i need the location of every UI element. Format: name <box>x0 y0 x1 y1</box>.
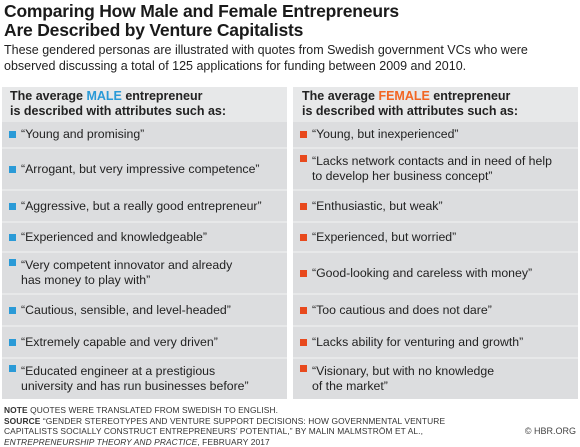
comparison-columns: The average MALE entrepreneur is describ… <box>2 87 578 399</box>
male-attribute-text: “Young and promising” <box>21 127 145 141</box>
female-bullet-square-icon <box>300 306 307 314</box>
male-attribute-text: “Very competent innovator and already ha… <box>21 258 233 287</box>
female-attribute-text: “Too cautious and does not dare” <box>312 302 492 317</box>
male-bullet-square-icon <box>9 258 16 266</box>
male-heading-pre: The average <box>10 89 87 103</box>
male-column: The average MALE entrepreneur is describ… <box>2 87 287 399</box>
female-bullet-square-icon <box>300 233 307 241</box>
male-attribute-text: “Arrogant, but very impressive competenc… <box>21 161 260 176</box>
source-journal: ENTREPRENEURSHIP THEORY AND PRACTICE <box>4 436 198 447</box>
female-attribute-row: “Enthusiastic, but weak” <box>293 191 578 221</box>
female-heading-pre: The average <box>302 89 379 103</box>
female-attribute-text: “Good-looking and careless with money” <box>312 265 533 280</box>
male-heading-accent: MALE <box>86 89 122 103</box>
male-attribute-row: “Young and promising” <box>2 122 287 147</box>
male-bullet-square-icon <box>9 202 16 210</box>
male-column-heading: The average MALE entrepreneur is describ… <box>2 89 287 119</box>
male-attribute-list: “Young and promising” “Arrogant, but very… <box>2 122 287 401</box>
female-attribute-row: “Experienced, but worried” <box>293 223 578 251</box>
male-attribute-text: “Educated engineer at a prestigious univ… <box>21 364 249 393</box>
female-bullet-square-icon <box>300 131 307 138</box>
male-heading-post: entrepreneur <box>121 89 203 103</box>
female-attribute-text: “Experienced, but worried” <box>312 229 457 244</box>
subtitle: These gendered personas are illustrated … <box>4 42 576 74</box>
male-attribute-text: “Extremely capable and very driven” <box>21 334 218 349</box>
subtitle-line-2: observed discussing a total of 125 appli… <box>4 59 467 73</box>
page-title: Comparing How Male and Female Entreprene… <box>4 2 564 40</box>
male-bullet-square-icon <box>9 306 16 314</box>
female-attribute-text: “Lacks ability for venturing and growth” <box>312 334 524 349</box>
female-attribute-row: “Lacks ability for venturing and growth” <box>293 327 578 357</box>
source-text-1: “GENDER STEREOTYPES AND VENTURE SUPPORT … <box>40 415 446 426</box>
female-bullet-square-icon <box>300 154 307 162</box>
source-line-2: CAPITALISTS SOCIALLY CONSTRUCT ENTREPREN… <box>4 426 424 436</box>
title-line-1: Comparing How Male and Female Entreprene… <box>4 1 399 21</box>
male-attribute-row: “Educated engineer at a prestigious univ… <box>2 359 287 399</box>
female-attribute-list: “Young, but inexperienced” “Lacks network… <box>293 122 578 401</box>
female-column-heading: The average FEMALE entrepreneur is descr… <box>293 89 578 119</box>
male-attribute-row: “Very competent innovator and already ha… <box>2 253 287 293</box>
female-attribute-text: “Young, but inexperienced” <box>312 127 459 141</box>
male-attribute-row: “Extremely capable and very driven” <box>2 327 287 357</box>
male-bullet-square-icon <box>9 131 16 138</box>
male-bullet-square-icon <box>9 364 16 372</box>
female-column: The average FEMALE entrepreneur is descr… <box>293 87 578 399</box>
source-line-1: SOURCE “GENDER STEREOTYPES AND VENTURE S… <box>4 416 576 427</box>
female-attribute-row: “Good-looking and careless with money” <box>293 253 578 293</box>
female-bullet-square-icon <box>300 364 307 372</box>
source-line-3: ENTREPRENEURSHIP THEORY AND PRACTICE, FE… <box>4 437 576 447</box>
subtitle-line-1: These gendered personas are illustrated … <box>4 43 528 57</box>
source-label: SOURCE <box>4 415 41 426</box>
female-attribute-row: “Young, but inexperienced” <box>293 122 578 147</box>
female-bullet-square-icon <box>300 269 307 277</box>
female-heading-accent: FEMALE <box>378 89 430 103</box>
male-attribute-text: “Cautious, sensible, and level-headed” <box>21 302 231 317</box>
female-heading-post: entrepreneur <box>429 89 511 103</box>
footnotes: NOTE QUOTES WERE TRANSLATED FROM SWEDISH… <box>4 405 576 447</box>
male-attribute-row: “Experienced and knowledgeable” <box>2 223 287 251</box>
male-bullet-square-icon <box>9 233 16 241</box>
male-attribute-text: “Experienced and knowledgeable” <box>21 229 207 244</box>
male-bullet-square-icon <box>9 165 16 173</box>
female-attribute-row: “Lacks network contacts and in need of h… <box>293 149 578 189</box>
male-attribute-row: “Cautious, sensible, and level-headed” <box>2 295 287 325</box>
female-attribute-text: “Lacks network contacts and in need of h… <box>312 154 552 183</box>
male-heading-line2: is described with attributes such as: <box>10 104 227 118</box>
female-attribute-row: “Visionary, but with no knowledge of the… <box>293 359 578 399</box>
male-attribute-row: “Arrogant, but very impressive competenc… <box>2 149 287 189</box>
male-attribute-text: “Aggressive, but a really good entrepren… <box>21 198 262 213</box>
female-attribute-text: “Visionary, but with no knowledge of the… <box>312 364 495 393</box>
title-line-2: Are Described by Venture Capitalists <box>4 20 304 40</box>
source-date: , FEBRUARY 2017 <box>197 436 270 447</box>
male-bullet-square-icon <box>9 338 16 346</box>
hbr-credit: © HBR.ORG <box>524 426 576 436</box>
male-attribute-row: “Aggressive, but a really good entrepren… <box>2 191 287 221</box>
note-label: NOTE <box>4 405 28 415</box>
female-bullet-square-icon <box>300 338 307 346</box>
female-attribute-text: “Enthusiastic, but weak” <box>312 198 443 213</box>
female-attribute-row: “Too cautious and does not dare” <box>293 295 578 325</box>
note-line: NOTE QUOTES WERE TRANSLATED FROM SWEDISH… <box>4 405 576 416</box>
female-bullet-square-icon <box>300 202 307 210</box>
note-text: QUOTES WERE TRANSLATED FROM SWEDISH TO E… <box>27 405 279 415</box>
female-heading-line2: is described with attributes such as: <box>302 104 519 118</box>
